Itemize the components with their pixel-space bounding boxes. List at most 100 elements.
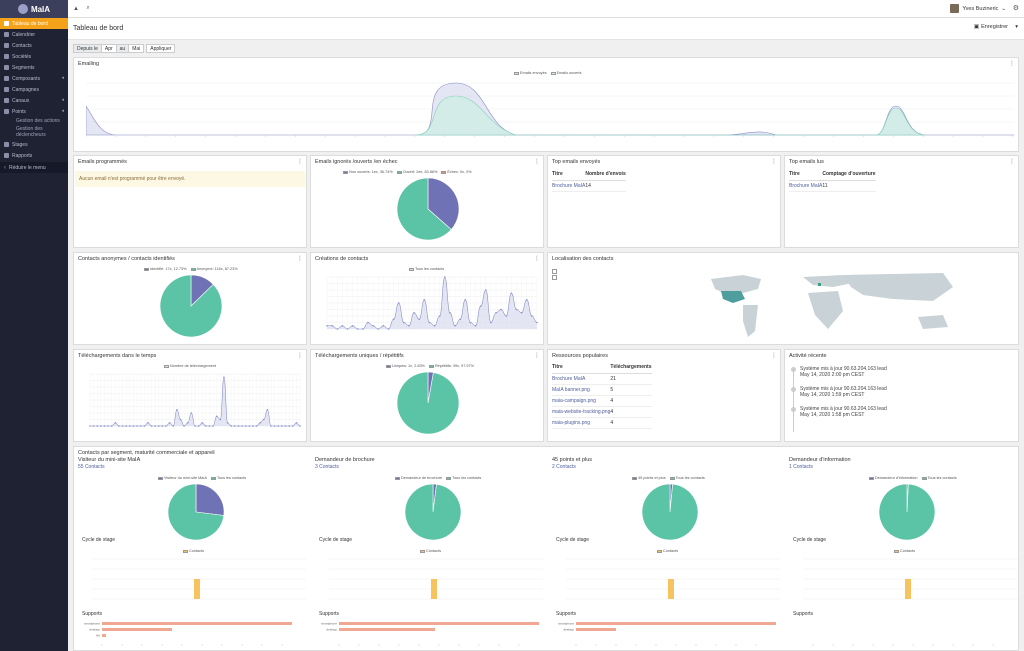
data-point[interactable]	[484, 289, 487, 291]
data-point[interactable]	[392, 318, 395, 321]
pie-slice[interactable]	[878, 483, 936, 541]
data-point[interactable]	[326, 324, 328, 327]
data-point[interactable]	[259, 421, 261, 424]
data-point[interactable]	[284, 425, 287, 427]
data-point[interactable]	[341, 324, 344, 327]
data-point[interactable]	[212, 425, 214, 427]
zoom-out-button[interactable]	[552, 275, 557, 280]
data-point[interactable]	[356, 328, 359, 330]
data-point[interactable]	[505, 315, 508, 317]
panel-menu-icon[interactable]: ⋮	[534, 256, 540, 262]
data-point[interactable]	[92, 425, 95, 427]
legend-item[interactable]: Nombre de téléchargement	[164, 364, 216, 368]
segment-count[interactable]: 3 Contacts	[315, 464, 339, 470]
data-point[interactable]	[136, 425, 138, 427]
data-point[interactable]	[118, 425, 120, 427]
support-bar[interactable]	[576, 622, 776, 625]
stage-bar[interactable]	[431, 579, 437, 599]
support-bar[interactable]	[102, 634, 106, 637]
stage-bar[interactable]	[194, 579, 200, 599]
resource-link[interactable]: MaIA banner.png	[552, 384, 611, 396]
data-point[interactable]	[336, 328, 339, 330]
data-point[interactable]	[367, 321, 369, 324]
legend-item[interactable]: Tous les contacts	[409, 267, 444, 271]
data-point[interactable]	[237, 425, 240, 427]
save-dropdown-icon[interactable]: ▾	[1015, 24, 1018, 30]
data-point[interactable]	[362, 328, 364, 330]
support-bar[interactable]	[339, 622, 539, 625]
data-point[interactable]	[205, 425, 207, 427]
save-button[interactable]: ▣ Enregistrer	[974, 24, 1008, 30]
pie-slice[interactable]	[167, 483, 225, 541]
sidebar-item-0[interactable]: Tableau de bord	[0, 18, 68, 29]
data-point[interactable]	[129, 425, 131, 427]
stage-bar[interactable]	[668, 579, 674, 599]
data-point[interactable]	[183, 425, 185, 427]
data-point[interactable]	[288, 425, 290, 427]
data-point[interactable]	[500, 308, 502, 311]
panel-menu-icon[interactable]: ⋮	[297, 159, 303, 165]
panel-menu-icon[interactable]: ⋮	[534, 159, 540, 165]
data-point[interactable]	[107, 425, 109, 427]
sidebar-subitem[interactable]: Gestion des actions	[16, 118, 60, 124]
data-point[interactable]	[197, 425, 200, 427]
data-point[interactable]	[299, 425, 301, 427]
sidebar-item-3[interactable]: Sociétés	[0, 51, 68, 62]
legend-item[interactable]: Ouvert: 2ex, 63.86%	[396, 170, 437, 174]
data-point[interactable]	[449, 311, 451, 314]
data-point[interactable]	[165, 425, 167, 427]
legend-item[interactable]: Contacts	[894, 549, 915, 553]
data-point[interactable]	[262, 418, 265, 421]
legend-item[interactable]: Échec: 0x, 0%	[441, 170, 472, 174]
data-point[interactable]	[150, 425, 153, 427]
data-point[interactable]	[100, 425, 102, 427]
email-link[interactable]: Brochure MaIA	[552, 180, 586, 192]
data-point[interactable]	[121, 425, 124, 427]
data-point[interactable]	[190, 412, 193, 414]
sidebar-item-4[interactable]: Segments	[0, 62, 68, 73]
legend-item[interactable]: Tous les contacts	[921, 476, 957, 480]
data-point[interactable]	[382, 324, 385, 327]
data-point[interactable]	[510, 292, 513, 295]
map-region-usa[interactable]	[721, 291, 745, 303]
panel-menu-icon[interactable]: ⋮	[1009, 159, 1015, 165]
data-point[interactable]	[495, 311, 497, 314]
data-point[interactable]	[96, 425, 99, 427]
reduce-menu-button[interactable]: ‹ Réduire le menu	[0, 162, 68, 173]
data-point[interactable]	[219, 418, 222, 421]
sidebar-item-7[interactable]: Canaux ◂	[0, 95, 68, 106]
data-point[interactable]	[248, 425, 251, 427]
pie-slice[interactable]	[159, 274, 223, 338]
data-point[interactable]	[110, 425, 113, 427]
data-point[interactable]	[346, 328, 349, 330]
data-point[interactable]	[423, 298, 426, 301]
data-point[interactable]	[89, 425, 91, 427]
search-icon[interactable]: ⌕	[86, 5, 90, 11]
data-point[interactable]	[266, 408, 269, 411]
data-point[interactable]	[147, 421, 149, 424]
legend-item[interactable]: Répétitifs: 39x, 97.97%	[428, 364, 474, 368]
pie-slice[interactable]	[396, 177, 452, 241]
data-point[interactable]	[143, 425, 146, 427]
data-point[interactable]	[479, 305, 482, 308]
legend-item[interactable]: Demandeur d'information	[869, 476, 918, 480]
data-point[interactable]	[168, 421, 171, 424]
zoom-in-button[interactable]	[552, 269, 557, 274]
pie-slice[interactable]	[427, 177, 460, 230]
legend-item[interactable]: Visiteur du mini-site MaIA	[158, 476, 207, 480]
data-point[interactable]	[125, 425, 128, 427]
legend-item[interactable]: Anonyme: 116x, 87.23%	[190, 267, 238, 271]
data-point[interactable]	[351, 324, 354, 327]
legend-item[interactable]: 45 points et plus	[632, 476, 666, 480]
data-point[interactable]	[515, 308, 518, 311]
panel-menu-icon[interactable]: ⋮	[1009, 61, 1015, 67]
pie-slice[interactable]	[396, 371, 460, 435]
apply-button[interactable]: Appliquer	[146, 43, 176, 53]
data-point[interactable]	[525, 298, 528, 301]
data-point[interactable]	[464, 298, 467, 301]
support-bar[interactable]	[339, 628, 435, 631]
data-point[interactable]	[201, 421, 204, 424]
legend-item[interactable]: Emails envoyés	[514, 71, 547, 75]
user-menu[interactable]: Yves Buzineric ⌄	[950, 4, 1006, 13]
panel-menu-icon[interactable]: ⋮	[297, 353, 303, 359]
